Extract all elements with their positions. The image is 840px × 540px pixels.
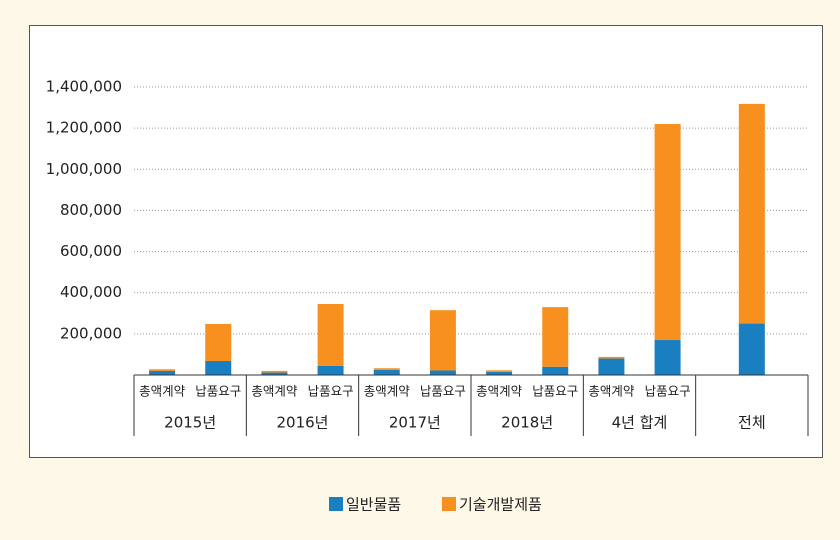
bar-segment: [317, 365, 344, 375]
group-label: 4년 합계: [612, 414, 668, 432]
legend-label: 일반물품: [346, 496, 401, 514]
x-tick-label: 납품요구: [645, 384, 691, 399]
bar-segment: [486, 371, 513, 375]
legend-swatch: [329, 497, 343, 511]
legend-swatch: [442, 497, 456, 511]
bar-segment: [598, 358, 625, 375]
x-tick-label: 총액계약: [139, 384, 186, 399]
bar-segment: [261, 370, 288, 373]
y-tick-label: 600,000: [60, 242, 122, 260]
bar-segment: [429, 310, 456, 371]
bar-segment: [205, 361, 232, 375]
bar-segment: [373, 369, 400, 375]
bar-segment: [542, 366, 569, 375]
group-label: 전체: [738, 414, 766, 432]
y-tick-label: 1,400,000: [46, 78, 122, 96]
x-tick-label: 총액계약: [588, 384, 635, 399]
group-label: 2015년: [164, 414, 216, 432]
group-label: 2016년: [277, 414, 329, 432]
bar-segment: [373, 368, 400, 370]
legend-label: 기술개발제품: [459, 496, 542, 514]
bar-segment: [429, 370, 456, 375]
x-tick-label: 납품요구: [532, 384, 578, 399]
bar-segment: [654, 340, 681, 375]
x-tick-label: 납품요구: [420, 384, 466, 399]
x-tick-label: 납품요구: [195, 384, 241, 399]
bar-segment: [598, 356, 625, 359]
y-tick-label: 400,000: [60, 283, 122, 301]
bar-segment: [261, 372, 288, 375]
x-tick-label: 총액계약: [251, 384, 298, 399]
y-tick-label: 1,200,000: [46, 119, 122, 137]
bar-segment: [738, 323, 765, 375]
x-tick-label: 납품요구: [308, 384, 354, 399]
y-tick-label: 1,000,000: [46, 160, 122, 178]
bar-segment: [149, 369, 176, 371]
bar-segment: [738, 103, 765, 324]
bar-segment: [317, 304, 344, 366]
bar-segment: [205, 323, 232, 362]
group-label: 2018년: [501, 414, 553, 432]
bar-segment: [486, 370, 513, 372]
y-tick-label: 200,000: [60, 324, 122, 342]
x-tick-label: 총액계약: [364, 384, 411, 399]
y-tick-label: 800,000: [60, 201, 122, 219]
x-tick-label: 총액계약: [476, 384, 523, 399]
bar-segment: [542, 307, 569, 367]
bar-segment: [149, 370, 176, 375]
bar-segment: [654, 124, 681, 341]
chart-frame: [29, 25, 823, 458]
group-label: 2017년: [389, 414, 441, 432]
